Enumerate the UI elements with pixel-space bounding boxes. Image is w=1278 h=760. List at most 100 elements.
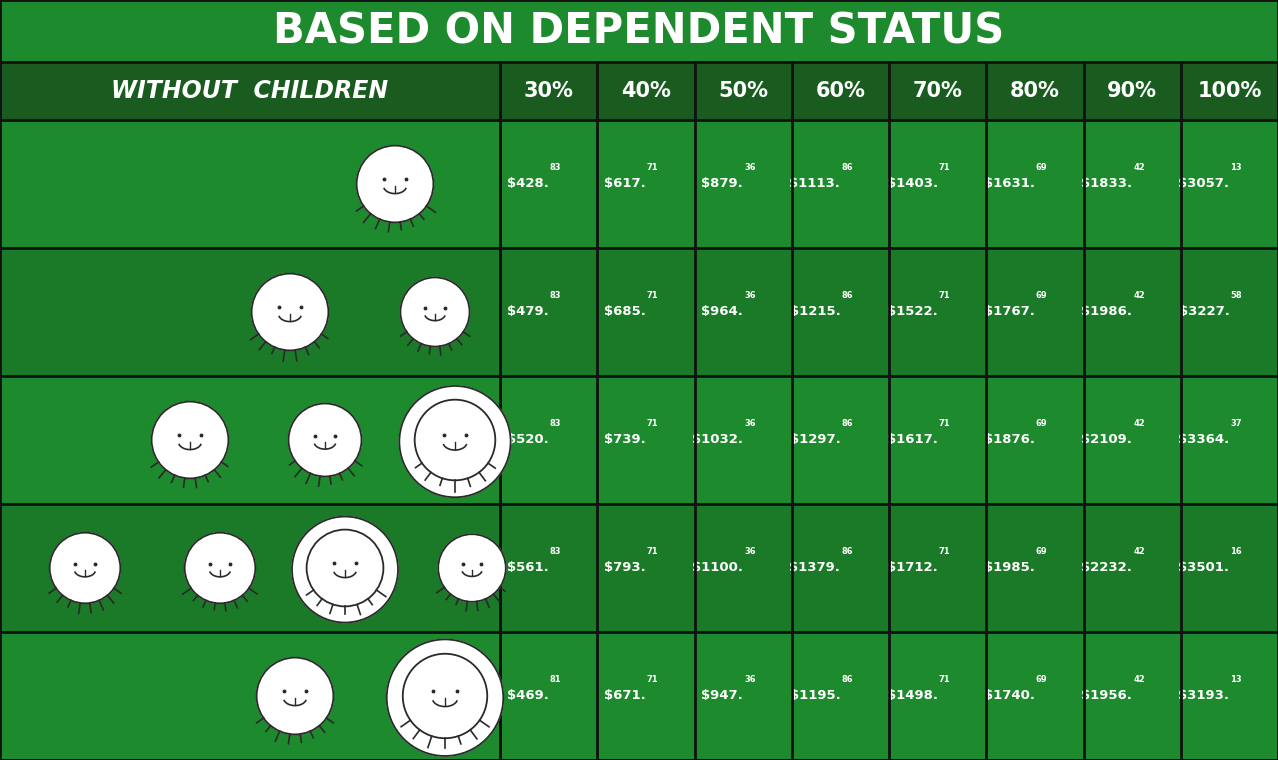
Text: 40%: 40% [621,81,671,101]
Circle shape [291,517,397,622]
FancyBboxPatch shape [0,248,1278,376]
Text: 71: 71 [647,547,658,556]
Text: 36: 36 [744,163,755,172]
Text: $1100.: $1100. [693,562,743,575]
Text: $3501.: $3501. [1178,562,1229,575]
Text: $1379.: $1379. [790,562,841,575]
Text: 36: 36 [744,675,755,684]
Circle shape [399,386,511,497]
Circle shape [387,639,504,756]
Text: 30%: 30% [524,81,574,101]
Text: 36: 36 [744,291,755,300]
Text: $1876.: $1876. [984,433,1035,447]
Text: WITHOUT  CHILDREN: WITHOUT CHILDREN [111,79,389,103]
Text: 86: 86 [841,419,852,428]
Text: $879.: $879. [702,178,743,191]
Text: $1985.: $1985. [984,562,1035,575]
Text: $3364.: $3364. [1178,433,1229,447]
Text: 36: 36 [744,419,755,428]
Text: 86: 86 [841,163,852,172]
Text: 42: 42 [1134,675,1145,684]
Text: $1032.: $1032. [693,433,743,447]
FancyBboxPatch shape [0,120,1278,248]
Text: 100%: 100% [1197,81,1261,101]
Text: $1403.: $1403. [887,178,938,191]
Text: 70%: 70% [912,81,962,101]
Text: 42: 42 [1134,291,1145,300]
Text: 83: 83 [550,419,561,428]
Text: 36: 36 [744,547,755,556]
Text: 13: 13 [1231,163,1242,172]
Text: 42: 42 [1134,419,1145,428]
Circle shape [289,404,362,477]
Text: 90%: 90% [1107,81,1157,101]
Text: 42: 42 [1134,163,1145,172]
Text: $2232.: $2232. [1081,562,1132,575]
Text: 71: 71 [647,675,658,684]
Text: 83: 83 [550,163,561,172]
Text: $3057.: $3057. [1178,178,1229,191]
Text: $1740.: $1740. [984,689,1035,702]
Text: 69: 69 [1036,419,1048,428]
Text: $1297.: $1297. [790,433,841,447]
Text: 69: 69 [1036,291,1048,300]
Text: $1195.: $1195. [790,689,841,702]
Text: 69: 69 [1036,675,1048,684]
Text: 86: 86 [841,291,852,300]
Circle shape [50,533,120,603]
Text: $793.: $793. [604,562,645,575]
Text: 69: 69 [1036,547,1048,556]
Text: $1113.: $1113. [790,178,841,191]
Circle shape [438,534,506,602]
Circle shape [257,657,334,734]
Circle shape [400,277,469,347]
Text: $561.: $561. [507,562,548,575]
Text: $1631.: $1631. [984,178,1035,191]
Text: 71: 71 [938,675,951,684]
Text: $428.: $428. [507,178,548,191]
FancyBboxPatch shape [0,62,1278,120]
Text: $617.: $617. [604,178,645,191]
Circle shape [185,533,256,603]
Text: $739.: $739. [604,433,645,447]
Text: 71: 71 [938,419,951,428]
Text: 71: 71 [647,163,658,172]
Text: 69: 69 [1036,163,1048,172]
FancyBboxPatch shape [0,376,1278,504]
Text: $1956.: $1956. [1081,689,1132,702]
Text: 71: 71 [938,163,951,172]
Text: 16: 16 [1231,547,1242,556]
Text: 81: 81 [550,675,561,684]
Text: 71: 71 [647,291,658,300]
Text: BASED ON DEPENDENT STATUS: BASED ON DEPENDENT STATUS [273,10,1005,52]
FancyBboxPatch shape [0,504,1278,632]
Text: $3193.: $3193. [1178,689,1229,702]
Circle shape [414,400,496,480]
Text: 60%: 60% [815,81,865,101]
Text: $469.: $469. [507,689,548,702]
Circle shape [403,654,487,738]
Circle shape [252,274,328,350]
Text: $479.: $479. [507,306,548,318]
Text: 71: 71 [938,291,951,300]
Text: 37: 37 [1231,419,1242,428]
Text: $947.: $947. [702,689,743,702]
Text: 83: 83 [550,547,561,556]
Text: $1986.: $1986. [1081,306,1132,318]
Text: 71: 71 [647,419,658,428]
Text: $1833.: $1833. [1081,178,1132,191]
Text: 13: 13 [1231,675,1242,684]
Text: $964.: $964. [702,306,743,318]
Text: $671.: $671. [604,689,645,702]
Text: $2109.: $2109. [1081,433,1132,447]
Text: $3227.: $3227. [1178,306,1229,318]
Text: $1522.: $1522. [887,306,938,318]
Text: 71: 71 [938,547,951,556]
Text: $1215.: $1215. [790,306,841,318]
Text: $1767.: $1767. [984,306,1035,318]
Text: 42: 42 [1134,547,1145,556]
Text: 83: 83 [550,291,561,300]
Text: $1498.: $1498. [887,689,938,702]
Circle shape [357,146,433,223]
Text: 80%: 80% [1010,81,1059,101]
